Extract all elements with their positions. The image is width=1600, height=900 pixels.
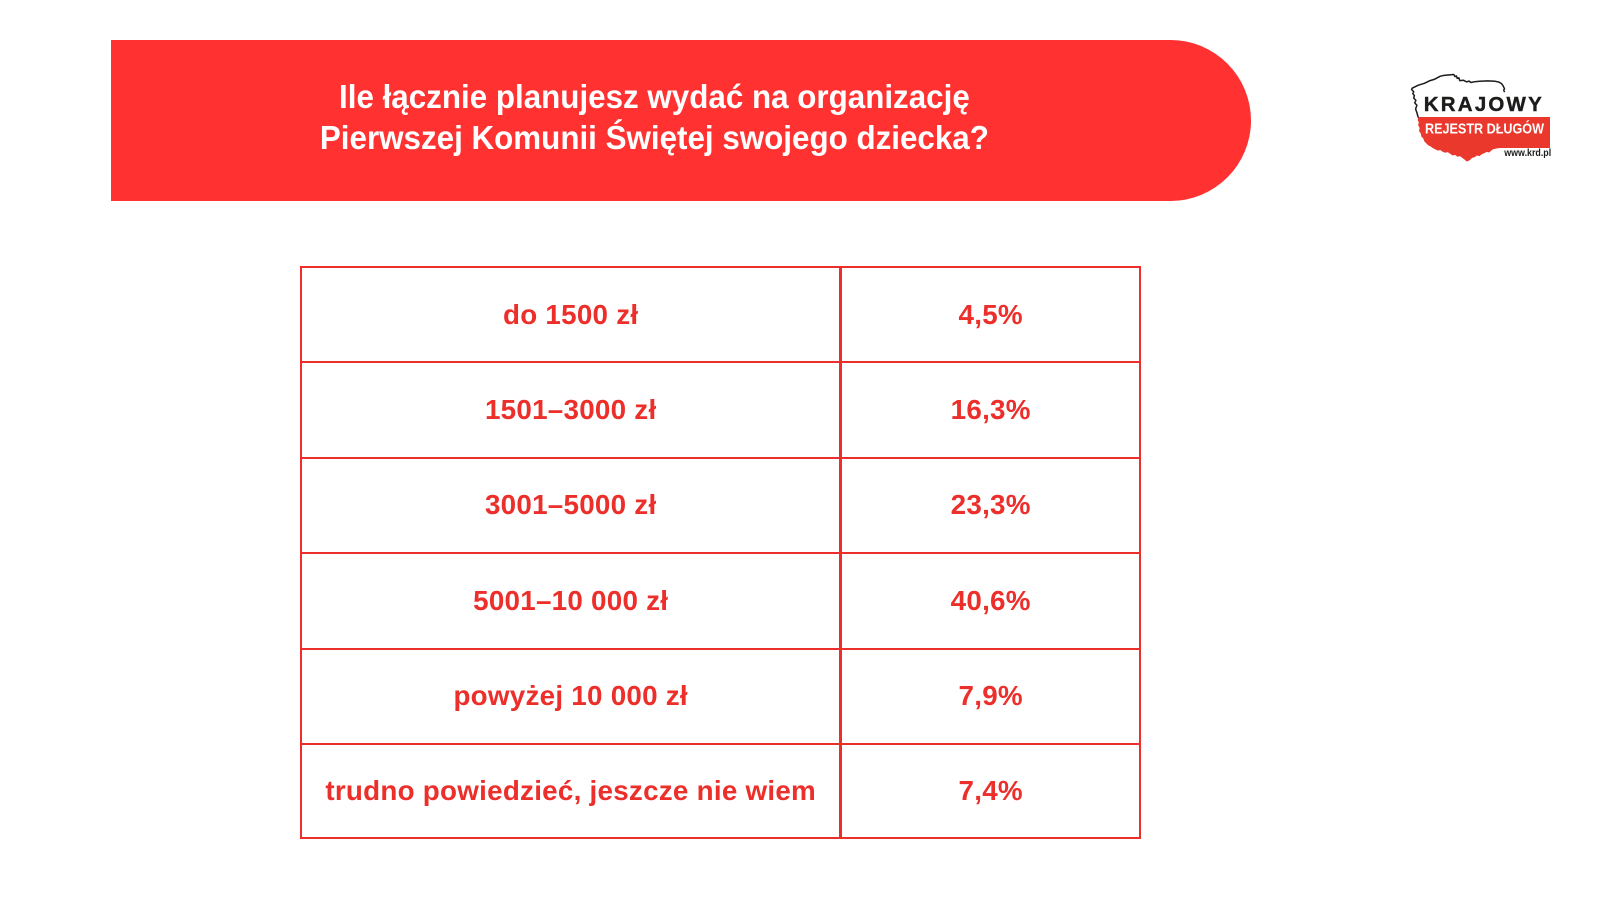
svg-text:REJESTR DŁUGÓW: REJESTR DŁUGÓW (1425, 119, 1545, 137)
svg-text:KRAJOWY: KRAJOWY (1424, 93, 1542, 116)
svg-text:www.krd.pl: www.krd.pl (1503, 147, 1551, 159)
